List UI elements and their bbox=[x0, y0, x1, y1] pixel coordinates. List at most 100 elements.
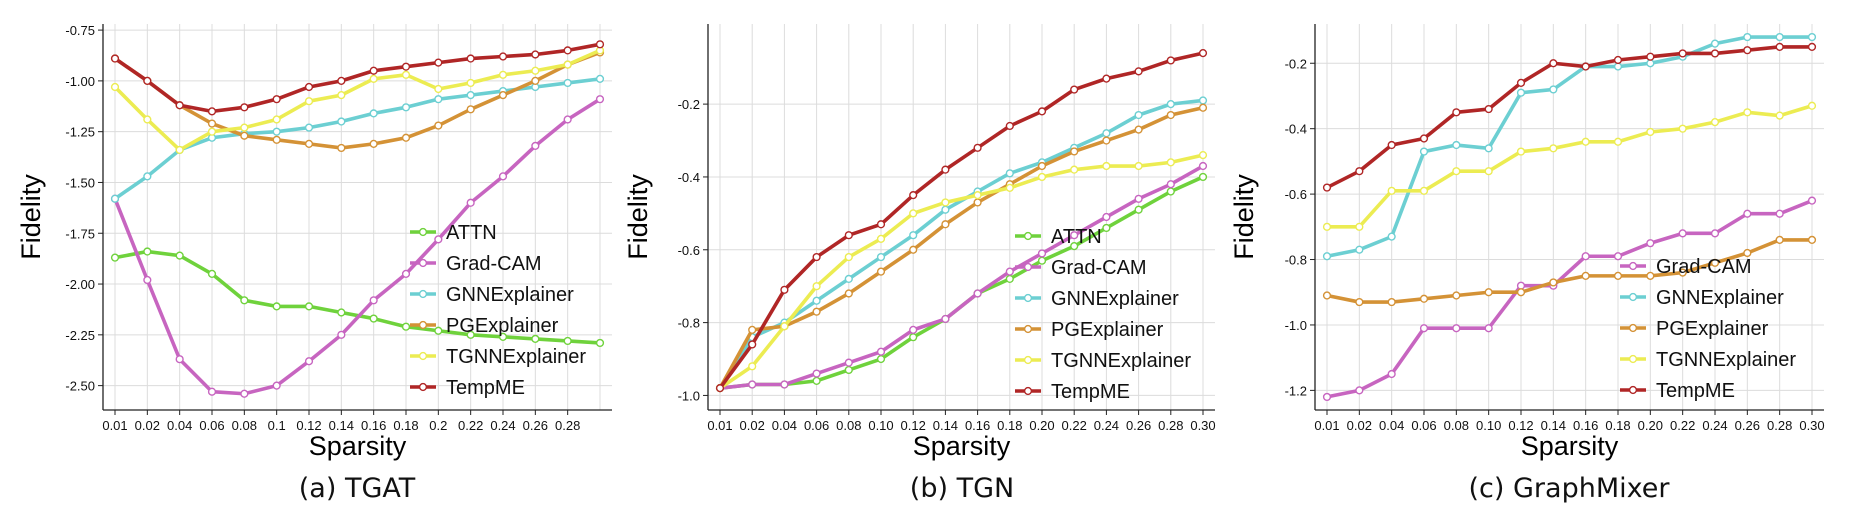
y-axis-label: Fidelity bbox=[16, 174, 46, 260]
y-tick-label: -2.00 bbox=[65, 277, 95, 292]
legend-item-attn: ATTN bbox=[410, 222, 497, 244]
legend-swatch-marker bbox=[1023, 262, 1033, 272]
data-point bbox=[1419, 147, 1429, 156]
data-point bbox=[272, 381, 281, 390]
data-point bbox=[401, 62, 411, 71]
series-tempme bbox=[1322, 42, 1817, 192]
data-point bbox=[1452, 167, 1461, 176]
data-point bbox=[240, 296, 249, 305]
x-tick-label: 0.04 bbox=[1379, 418, 1404, 433]
data-point bbox=[1419, 134, 1429, 143]
data-point bbox=[1484, 288, 1493, 297]
data-point bbox=[207, 387, 217, 396]
data-point bbox=[531, 334, 540, 343]
data-point bbox=[1037, 256, 1047, 265]
series-gnnexplainer bbox=[715, 96, 1208, 393]
series-line-tgnnexplainer bbox=[113, 48, 602, 152]
series-tgnnexplainer bbox=[1322, 101, 1817, 231]
x-tick-label: 0.10 bbox=[868, 418, 893, 433]
chart-panel-3: -0.2 -0.4 -0.6 -0.8 -1.0 -1.2 0.01 0.02 0.04 0.06… bbox=[1229, 24, 1825, 504]
data-point bbox=[1322, 392, 1332, 402]
x-tick-label: 0.22 bbox=[458, 418, 483, 433]
legend-label: PGExplainer bbox=[446, 315, 559, 337]
data-point bbox=[1037, 161, 1047, 171]
legend: Grad-CAM GNNExplainer PGExplainer TGNNExpla… bbox=[1620, 256, 1796, 402]
legend-item-pgexplainer: PGExplainer bbox=[1015, 319, 1164, 341]
data-point bbox=[466, 91, 475, 100]
data-point bbox=[812, 369, 821, 378]
legend-swatch-marker bbox=[418, 320, 428, 330]
data-point bbox=[304, 357, 314, 366]
data-point bbox=[1355, 386, 1364, 395]
data-point bbox=[434, 235, 443, 244]
data-point bbox=[175, 251, 184, 260]
data-point bbox=[1516, 281, 1526, 290]
x-tick-label: 0.18 bbox=[1605, 418, 1630, 433]
data-point bbox=[531, 66, 540, 75]
data-point bbox=[1387, 297, 1396, 307]
data-point bbox=[909, 231, 918, 240]
legend-swatch-marker bbox=[418, 258, 428, 268]
x-tick-label: 0.26 bbox=[1126, 418, 1151, 433]
y-tick-label: -0.2 bbox=[678, 97, 700, 112]
data-point bbox=[1198, 49, 1208, 58]
data-point bbox=[909, 333, 918, 342]
x-tick-label: 0.28 bbox=[555, 418, 580, 433]
legend-label: ATTN bbox=[446, 222, 497, 244]
legend-swatch-marker bbox=[1023, 386, 1033, 396]
x-tick-label: 0.08 bbox=[836, 418, 861, 433]
data-point bbox=[1134, 161, 1143, 171]
data-point bbox=[369, 296, 378, 305]
data-point bbox=[812, 307, 821, 316]
y-tick-label: -1.50 bbox=[65, 175, 95, 190]
data-point bbox=[1807, 235, 1817, 244]
y-axis-label: Fidelity bbox=[1229, 174, 1259, 260]
y-tick-label: -1.0 bbox=[678, 388, 700, 403]
x-tick-label: 0.10 bbox=[1476, 418, 1501, 433]
x-tick-label: 0.20 bbox=[1029, 418, 1054, 433]
data-point bbox=[844, 274, 853, 284]
data-point bbox=[1549, 278, 1558, 287]
x-tick-label: 0.12 bbox=[296, 418, 321, 433]
data-point bbox=[876, 252, 886, 262]
x-tick-label: 0.28 bbox=[1767, 418, 1792, 433]
data-point bbox=[1102, 74, 1111, 83]
data-point bbox=[595, 338, 605, 348]
legend-item-tgnnexplainer: TGNNExplainer bbox=[1015, 350, 1191, 372]
data-point bbox=[563, 60, 572, 69]
legend-label: TempME bbox=[1656, 380, 1735, 402]
data-point bbox=[1387, 140, 1396, 150]
data-point bbox=[1807, 196, 1817, 205]
x-tick-label: 0.2 bbox=[429, 418, 447, 433]
data-point bbox=[1198, 150, 1208, 160]
legend: ATTN Grad-CAM GNNExplainer PGExplainer TGNNE… bbox=[1015, 226, 1191, 403]
data-point bbox=[1452, 108, 1461, 117]
data-point bbox=[1037, 249, 1047, 258]
y-tick-label: -2.50 bbox=[65, 379, 95, 394]
legend-swatch-marker bbox=[418, 382, 428, 392]
x-tick-label: 0.24 bbox=[1094, 418, 1119, 433]
x-tick-label: 0.02 bbox=[135, 418, 160, 433]
data-point bbox=[434, 95, 443, 104]
x-tick-label: 0.22 bbox=[1670, 418, 1695, 433]
y-tick-label: -1.25 bbox=[65, 125, 95, 140]
data-point bbox=[909, 325, 918, 334]
series-tempme bbox=[110, 40, 605, 116]
data-point bbox=[876, 234, 886, 243]
legend: ATTN Grad-CAM GNNExplainer PGExplainer TGNNE… bbox=[410, 222, 586, 399]
y-tick-label: -0.6 bbox=[1285, 187, 1307, 202]
data-point bbox=[207, 107, 217, 116]
x-tick-label: 0.30 bbox=[1799, 418, 1824, 433]
series-line-tempme bbox=[718, 51, 1205, 390]
chart-panel-2: -0.2 -0.4 -0.6 -0.8 -1.0 0.01 0.02 0.04 0.06 0.08… bbox=[623, 24, 1216, 504]
x-tick-label: 0.06 bbox=[1411, 418, 1436, 433]
data-point bbox=[1070, 147, 1079, 156]
data-point bbox=[812, 282, 821, 291]
data-point bbox=[1070, 231, 1079, 240]
x-tick-label: 0.26 bbox=[523, 418, 548, 433]
data-point bbox=[240, 103, 249, 112]
y-tick-label: -0.6 bbox=[678, 243, 700, 258]
series-gnnexplainer bbox=[110, 74, 605, 203]
series-line-pgexplainer bbox=[1325, 238, 1814, 304]
data-point bbox=[973, 289, 982, 298]
